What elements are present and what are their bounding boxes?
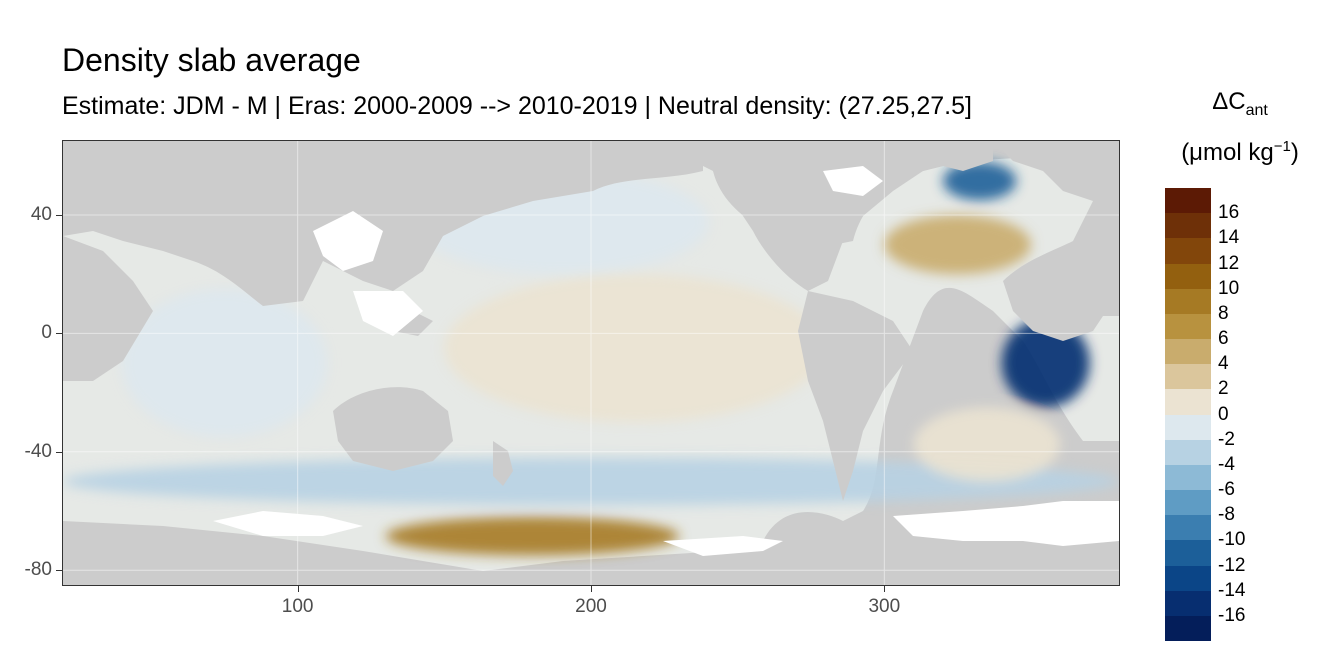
- colorbar-label: -8: [1218, 504, 1235, 526]
- land-north-america: [703, 141, 963, 291]
- colorbar-label: -14: [1218, 579, 1246, 601]
- land-africa: [63, 236, 153, 381]
- colorbar-label: -4: [1218, 453, 1235, 475]
- colorbar-swatch: [1165, 288, 1211, 315]
- colorbar-swatch: [1165, 515, 1211, 541]
- region-north-atlantic-subpolar: [943, 161, 1017, 201]
- no-data-hudson: [823, 166, 883, 196]
- no-data-weddell: [893, 501, 1119, 546]
- region-equatorial-atlantic-east: [1001, 318, 1090, 408]
- region-southern-ocean-ross-weddell: [385, 516, 679, 556]
- colorbar-swatch: [1165, 213, 1211, 239]
- colorbar-swatch: [1165, 389, 1211, 415]
- colorbar-label: 4: [1218, 353, 1229, 375]
- no-data-antarctic-coast: [213, 511, 363, 536]
- land-australia: [333, 387, 453, 471]
- y-tick-label: -40: [24, 440, 52, 462]
- colorbar-label: -12: [1218, 554, 1246, 576]
- no-data-ross: [663, 536, 783, 556]
- no-data-indo: [353, 291, 423, 336]
- no-data-asian-seas: [313, 211, 383, 271]
- colorbar-swatch: [1165, 490, 1211, 516]
- y-tick-label: -80: [24, 559, 52, 581]
- colorbar-label: -2: [1218, 428, 1235, 450]
- x-tick-mark: [297, 586, 299, 592]
- x-tick-label: 300: [868, 596, 901, 617]
- x-tick-mark: [591, 586, 592, 592]
- colorbar-label: -10: [1218, 529, 1246, 551]
- colorbar-label: -6: [1218, 479, 1235, 500]
- x-tick-mark: [884, 586, 886, 592]
- colorbar-swatch: [1165, 414, 1211, 441]
- y-tick-mark: [56, 215, 62, 216]
- colorbar-label: 6: [1218, 328, 1229, 349]
- legend-title-unit: (μmol kg−1): [1181, 138, 1299, 166]
- colorbar-swatch: [1165, 238, 1211, 264]
- colorbar-swatch: [1165, 188, 1211, 214]
- value-shading: [63, 161, 1119, 556]
- colorbar-label: 2: [1218, 378, 1229, 400]
- colorbar-swatch: [1165, 339, 1211, 365]
- chart-subtitle: Estimate: JDM - M | Eras: 2000-2009 --> …: [62, 92, 972, 120]
- colorbar-label: 12: [1218, 252, 1240, 274]
- colorbar-swatch: [1165, 590, 1211, 617]
- land-europe-africa-east: [993, 141, 1119, 341]
- y-tick-mark: [56, 570, 62, 572]
- colorbar-label: 16: [1218, 202, 1240, 224]
- colorbar-label: -16: [1218, 604, 1246, 626]
- colorbar-swatch: [1165, 439, 1211, 466]
- colorbar-swatch: [1165, 565, 1211, 592]
- chart-title: Density slab average: [62, 42, 361, 78]
- x-tick-label: 100: [281, 596, 314, 617]
- ocean-map-svg: [63, 141, 1119, 585]
- map-plot-area: [62, 140, 1120, 586]
- land-greenland: [933, 141, 993, 171]
- y-tick-label: 40: [30, 204, 52, 225]
- colorbar-label: 8: [1218, 302, 1229, 324]
- colorbar-swatch: [1165, 464, 1211, 491]
- region-indian-ocean: [121, 289, 328, 437]
- colorbar-swatch: [1165, 364, 1211, 390]
- no-data-patches: [213, 166, 1119, 556]
- colorbar-swatch: [1165, 615, 1211, 642]
- y-tick-mark: [56, 451, 62, 453]
- colorbar-label: 0: [1218, 403, 1229, 425]
- legend-title-main: ΔCant: [1212, 88, 1268, 119]
- region-tropical-pacific: [444, 274, 826, 423]
- gridlines: [63, 141, 1119, 585]
- colorbar-swatch: [1165, 540, 1211, 566]
- region-south-atlantic: [913, 407, 1061, 482]
- land-antarctica: [63, 516, 1119, 585]
- colorbar-swatch: [1165, 313, 1211, 340]
- x-tick-label: 200: [575, 596, 607, 617]
- y-tick-mark: [56, 333, 62, 335]
- colorbar-swatch: [1165, 263, 1211, 290]
- region-north-atlantic-subtropical: [884, 215, 1031, 275]
- land-asia: [63, 141, 703, 306]
- colorbar-label: 10: [1218, 277, 1240, 299]
- y-tick-label: 0: [41, 322, 52, 344]
- colorbar-label: 14: [1218, 227, 1240, 249]
